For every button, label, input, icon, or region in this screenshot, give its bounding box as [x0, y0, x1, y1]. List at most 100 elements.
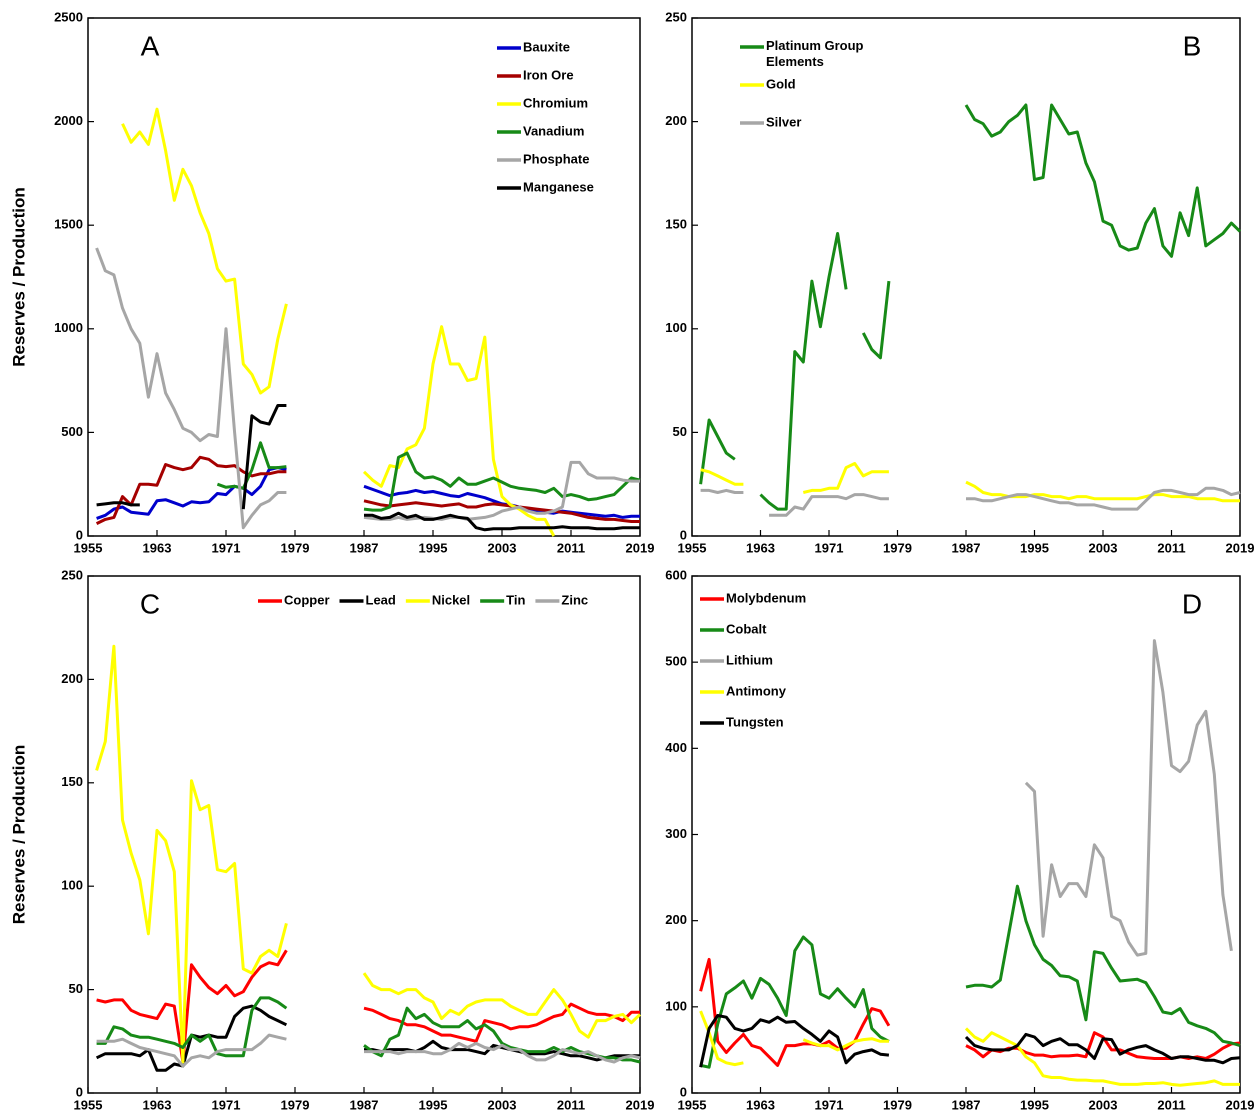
x-tick-label: 1955 — [678, 540, 707, 555]
legend-label: Nickel — [432, 592, 470, 607]
panel: 0 100 200 300 400 500 600 1955 1963 1971 1979 1987 1… — [665, 567, 1254, 1112]
series-line — [769, 493, 889, 517]
x-tick-label: 2003 — [488, 1097, 517, 1112]
series-line — [802, 1037, 889, 1052]
y-tick-label: 50 — [673, 424, 687, 439]
panel-label: C — [140, 588, 160, 619]
panel: 0 50 100 150 200 250 1955 1963 1971 1979 1987 1995 2… — [665, 9, 1254, 555]
y-tick-label: 200 — [665, 912, 687, 927]
series-line — [95, 644, 288, 1064]
panel-label: A — [141, 30, 160, 61]
series-line — [95, 455, 287, 525]
legend-label: Lithium — [726, 652, 773, 667]
series-line — [364, 1041, 641, 1064]
series-line — [121, 107, 288, 395]
y-tick-label: 250 — [61, 567, 83, 582]
x-tick-label: 1995 — [1020, 540, 1049, 555]
x-tick-label: 2019 — [1226, 1097, 1255, 1112]
x-tick-label: 1963 — [143, 540, 172, 555]
y-tick-label: 50 — [69, 981, 83, 996]
x-tick-label: 1987 — [350, 1097, 379, 1112]
plot-frame — [691, 17, 1241, 537]
x-tick-label: 1995 — [419, 1097, 448, 1112]
x-tick-label: 2011 — [1157, 540, 1185, 555]
series-line — [700, 935, 890, 1069]
series-line — [364, 511, 640, 532]
legend-label: Lead — [366, 592, 396, 607]
legend-label: Silver — [766, 114, 801, 129]
x-tick-label: 2003 — [488, 540, 517, 555]
y-tick-label: 200 — [665, 113, 687, 128]
x-tick-label: 1987 — [952, 540, 981, 555]
y-tick-label: 150 — [61, 774, 83, 789]
x-tick-label: 1971 — [815, 540, 844, 555]
legend-label: Chromium — [523, 95, 588, 110]
series-line — [363, 499, 640, 523]
series-line — [363, 1006, 641, 1064]
series-line — [96, 501, 140, 507]
series-line — [965, 884, 1241, 1048]
x-tick-label: 1995 — [1020, 1097, 1049, 1112]
legend-label: Gold — [766, 76, 796, 91]
x-tick-label: 1963 — [746, 1097, 775, 1112]
x-tick-label: 1955 — [74, 540, 103, 555]
y-tick-label: 500 — [61, 424, 83, 439]
legend-label: Antimony — [726, 683, 787, 698]
x-tick-label: 2003 — [1089, 1097, 1118, 1112]
y-tick-label: 500 — [665, 654, 687, 669]
x-tick-label: 2019 — [626, 1097, 655, 1112]
y-tick-label: 2000 — [54, 113, 83, 128]
legend-label: Iron Ore — [523, 67, 574, 82]
x-tick-label: 1979 — [883, 1097, 912, 1112]
x-tick-label: 1979 — [883, 540, 912, 555]
x-tick-label: 1955 — [74, 1097, 103, 1112]
series-line — [861, 280, 891, 360]
y-tick-label: 2500 — [54, 9, 83, 24]
x-tick-label: 2011 — [557, 1097, 585, 1112]
series-line — [363, 1002, 640, 1043]
x-tick-label: 1987 — [350, 540, 379, 555]
series-line — [96, 1033, 287, 1068]
series-line — [96, 996, 288, 1058]
x-tick-label: 2019 — [1226, 540, 1255, 555]
legend-label: Cobalt — [726, 621, 767, 636]
y-axis-label: Reserves / Production — [9, 187, 28, 367]
y-tick-label: 0 — [76, 527, 83, 542]
series-line — [964, 103, 1242, 258]
legend-label: Vanadium — [523, 123, 584, 138]
series-line — [964, 1032, 1241, 1065]
y-tick-label: 400 — [665, 740, 687, 755]
legend-label-line: Platinum Group — [766, 38, 864, 53]
x-tick-label: 1979 — [281, 1097, 310, 1112]
y-tick-label: 0 — [680, 527, 687, 542]
series-line — [363, 451, 641, 512]
series-line — [1024, 639, 1233, 957]
series-line — [966, 486, 1241, 511]
x-tick-label: 2003 — [1089, 540, 1118, 555]
series-line — [241, 404, 287, 510]
series-line — [95, 1004, 288, 1072]
x-tick-label: 1995 — [419, 540, 448, 555]
series-line — [96, 949, 288, 1064]
legend-label: Platinum Group Elements — [766, 38, 864, 69]
x-tick-label: 2011 — [557, 540, 585, 555]
panel: 0 500 1000 1500 2000 2500 1955 1963 1971 1979 1987… — [9, 9, 654, 555]
legend-label: Tungsten — [726, 714, 784, 729]
x-tick-label: 1971 — [815, 1097, 844, 1112]
x-tick-label: 2011 — [1157, 1097, 1185, 1112]
legend-label: Copper — [284, 592, 330, 607]
series-line — [362, 972, 642, 1039]
series-line — [699, 1014, 890, 1068]
legend-label: Manganese — [523, 179, 594, 194]
x-tick-label: 1971 — [212, 540, 241, 555]
y-tick-label: 0 — [680, 1084, 687, 1099]
legend-label-line: Elements — [766, 54, 824, 69]
legend-label: Molybdenum — [726, 590, 806, 605]
panel: 0 50 100 150 200 250 1955 1963 1971 1979 1987 1995 2… — [9, 567, 654, 1112]
x-tick-label: 1987 — [952, 1097, 981, 1112]
series-line — [699, 418, 736, 485]
x-tick-label: 1963 — [746, 540, 775, 555]
y-tick-label: 100 — [665, 998, 687, 1013]
series-line — [95, 247, 287, 530]
